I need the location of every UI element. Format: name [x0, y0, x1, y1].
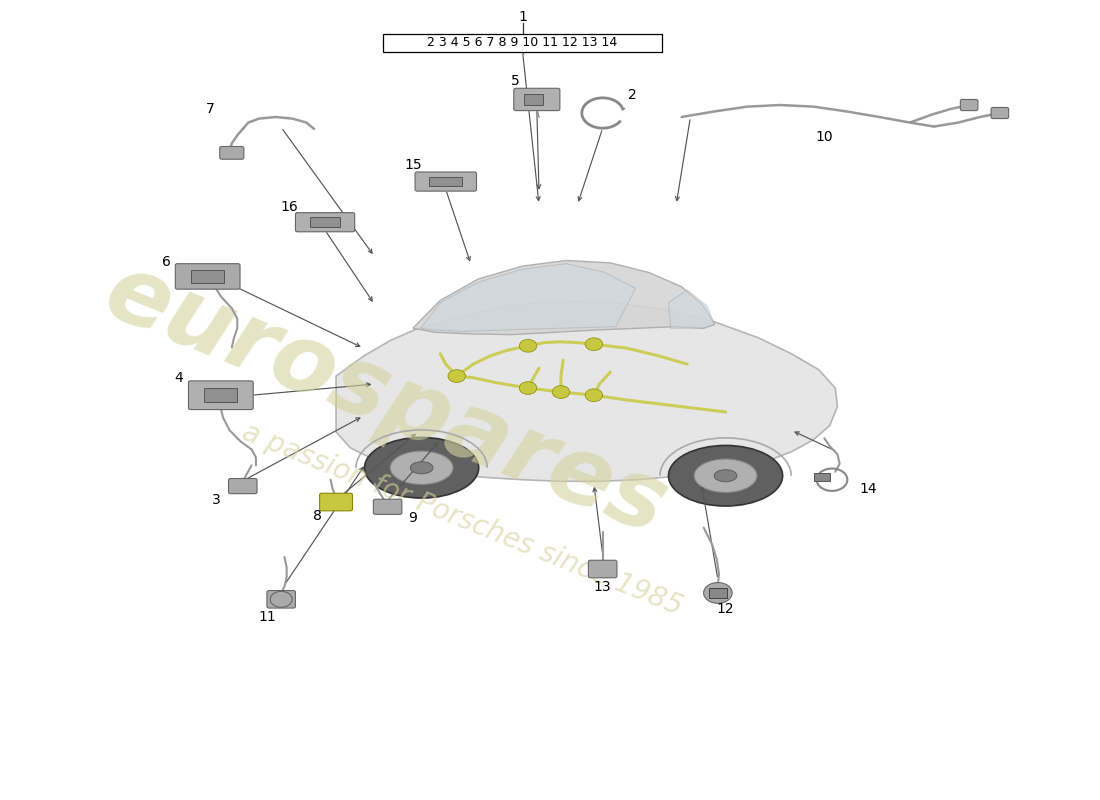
FancyBboxPatch shape	[229, 478, 257, 494]
Text: 6: 6	[162, 255, 170, 269]
Bar	[310, 218, 340, 227]
Ellipse shape	[390, 451, 453, 485]
Text: 15: 15	[404, 158, 421, 172]
Text: 7: 7	[206, 102, 214, 116]
FancyBboxPatch shape	[188, 381, 253, 410]
Text: 4: 4	[175, 370, 184, 385]
Bar	[191, 270, 224, 283]
Ellipse shape	[714, 470, 737, 482]
Bar	[814, 473, 829, 481]
Text: 5: 5	[510, 74, 519, 88]
Text: 8: 8	[314, 510, 322, 523]
Text: a passion for Porsches since 1985: a passion for Porsches since 1985	[238, 418, 686, 621]
FancyBboxPatch shape	[373, 499, 402, 514]
Bar	[524, 94, 543, 105]
FancyBboxPatch shape	[588, 560, 617, 578]
Text: 2: 2	[628, 89, 637, 102]
Text: eurospares: eurospares	[91, 246, 680, 554]
Circle shape	[704, 582, 733, 603]
Text: 13: 13	[594, 580, 612, 594]
Circle shape	[552, 386, 570, 398]
Ellipse shape	[364, 438, 478, 498]
FancyBboxPatch shape	[267, 590, 296, 608]
Circle shape	[585, 338, 603, 350]
Circle shape	[585, 389, 603, 402]
Ellipse shape	[669, 446, 782, 506]
Circle shape	[519, 382, 537, 394]
Bar	[710, 588, 727, 598]
Text: 9: 9	[408, 511, 417, 525]
Bar	[429, 177, 462, 186]
FancyBboxPatch shape	[991, 107, 1009, 118]
FancyBboxPatch shape	[220, 146, 244, 159]
Polygon shape	[420, 264, 636, 331]
Text: 16: 16	[280, 200, 298, 214]
FancyBboxPatch shape	[514, 88, 560, 110]
FancyBboxPatch shape	[415, 172, 476, 191]
Circle shape	[519, 339, 537, 352]
Ellipse shape	[410, 462, 433, 474]
Text: 10: 10	[815, 130, 833, 144]
FancyBboxPatch shape	[175, 264, 240, 289]
Text: 14: 14	[859, 482, 877, 496]
Polygon shape	[412, 261, 715, 334]
Text: 12: 12	[717, 602, 735, 616]
Bar	[205, 388, 238, 402]
Circle shape	[271, 591, 293, 607]
FancyBboxPatch shape	[296, 213, 354, 232]
Ellipse shape	[694, 459, 757, 492]
FancyBboxPatch shape	[320, 494, 352, 511]
Text: 2 3 4 5 6 7 8 9 10 11 12 13 14: 2 3 4 5 6 7 8 9 10 11 12 13 14	[428, 36, 618, 50]
Text: 11: 11	[258, 610, 276, 624]
Text: 3: 3	[212, 493, 221, 506]
FancyBboxPatch shape	[960, 99, 978, 110]
Polygon shape	[669, 290, 715, 328]
Circle shape	[448, 370, 465, 382]
Bar	[383, 34, 662, 52]
Polygon shape	[336, 300, 837, 482]
Text: 1: 1	[518, 10, 527, 23]
